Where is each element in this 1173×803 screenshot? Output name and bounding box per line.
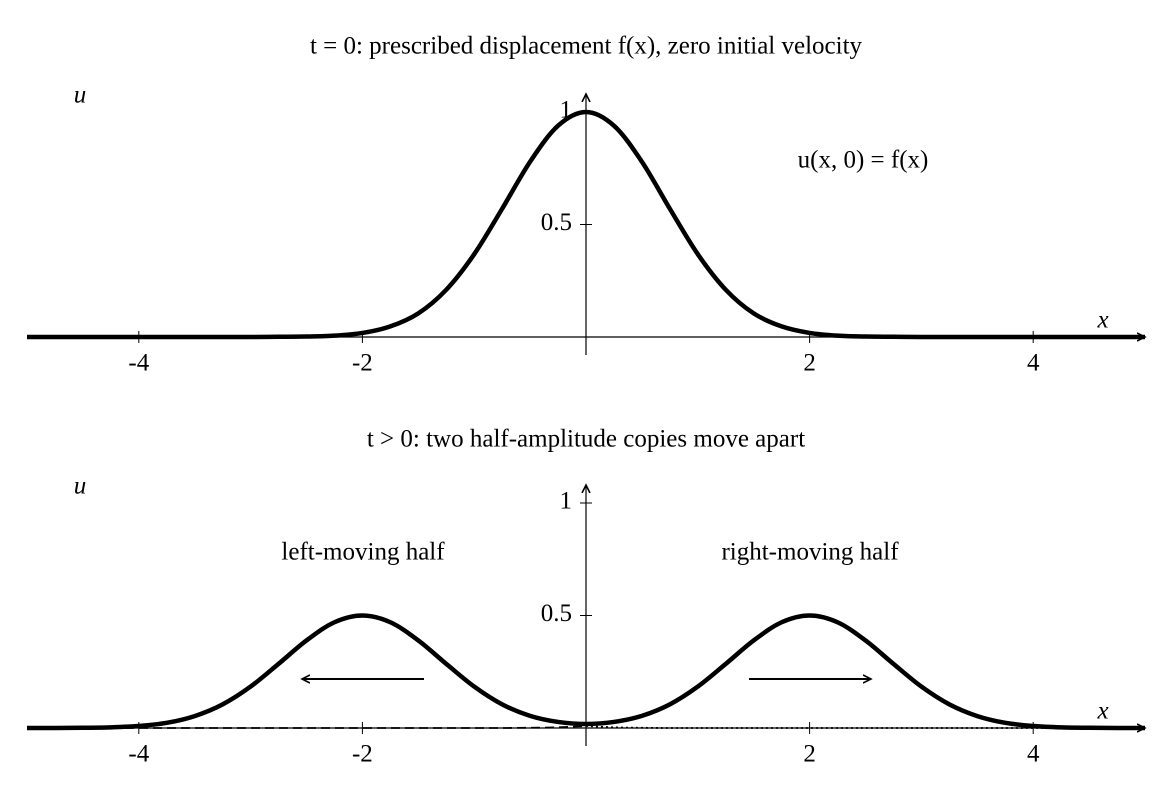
x-tick-label: -2 (352, 741, 373, 768)
chart-panel: t > 0: two half-amplitude copies move ap… (26, 426, 1146, 768)
series-line (26, 613, 1146, 731)
x-tick-label: 2 (803, 350, 816, 377)
annotation: right-moving half (721, 539, 899, 566)
x-tick-label: 2 (803, 741, 816, 768)
y-tick-label: 1 (560, 488, 573, 515)
y-axis-label: u (74, 473, 87, 500)
annotation: u(x, 0) = f(x) (798, 147, 929, 174)
y-tick-label: 0.5 (541, 600, 572, 627)
x-axis-label: x (1096, 307, 1108, 334)
x-axis-label: x (1096, 698, 1108, 725)
x-tick-label: 4 (1027, 350, 1040, 377)
x-tick-label: 4 (1027, 741, 1040, 768)
y-axis-label: u (74, 82, 87, 109)
series-line (26, 109, 1145, 340)
x-tick-label: -4 (128, 350, 149, 377)
chart-title: t = 0: prescribed displacement f(x), zer… (310, 33, 863, 60)
chart-title: t > 0: two half-amplitude copies move ap… (367, 426, 805, 453)
chart-panel: t = 0: prescribed displacement f(x), zer… (26, 33, 1145, 377)
y-tick-label: 0.5 (541, 209, 572, 236)
annotation: left-moving half (281, 539, 445, 566)
x-tick-label: -2 (352, 350, 373, 377)
x-tick-label: -4 (128, 741, 149, 768)
